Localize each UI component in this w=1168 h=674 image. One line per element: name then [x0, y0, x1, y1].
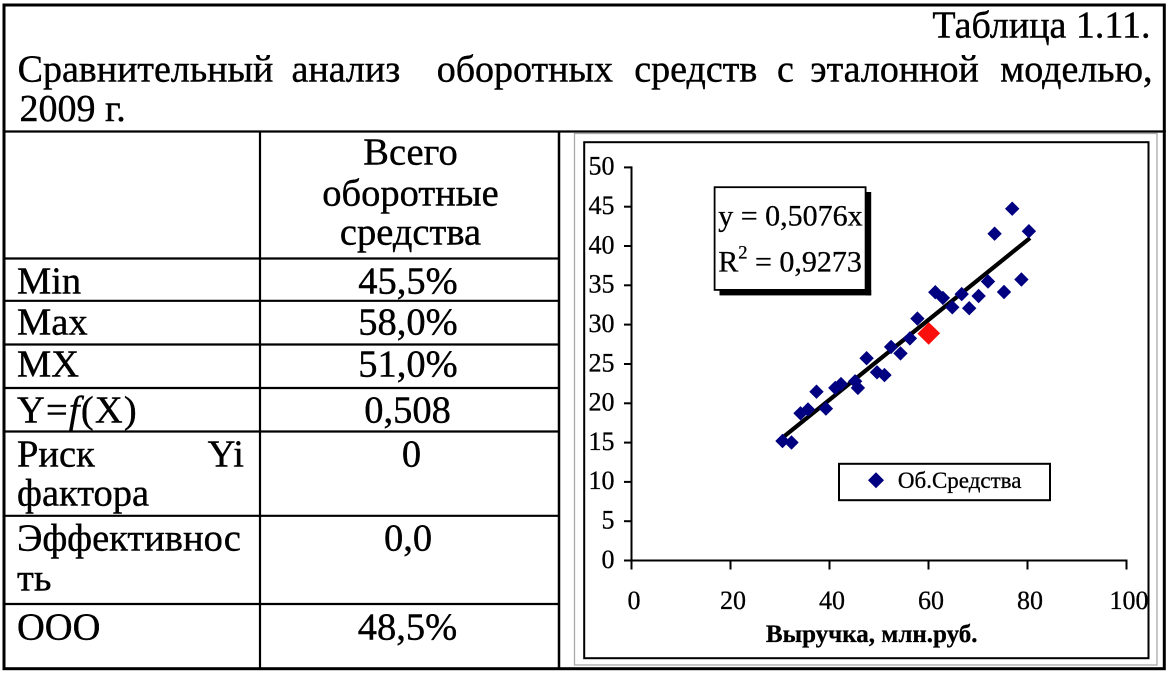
- svg-text:0: 0: [628, 586, 641, 615]
- svg-text:анализ: анализ: [292, 48, 401, 90]
- svg-text:35: 35: [589, 270, 615, 299]
- svg-text:Y=f(X): Y=f(X): [17, 390, 138, 432]
- svg-text:2009 г.: 2009 г.: [20, 88, 126, 130]
- svg-text:ть: ть: [17, 557, 51, 599]
- svg-text:60: 60: [918, 586, 944, 615]
- svg-text:Всего: Всего: [363, 131, 457, 173]
- svg-text:Min: Min: [17, 261, 81, 303]
- svg-text:0,0: 0,0: [384, 518, 432, 560]
- svg-text:58,0%: 58,0%: [358, 302, 457, 344]
- svg-text:оборотные: оборотные: [322, 173, 498, 215]
- svg-text:средств: средств: [634, 48, 757, 90]
- svg-text:ООО: ООО: [17, 607, 100, 649]
- svg-text:Max: Max: [17, 302, 88, 344]
- svg-text:фактора: фактора: [17, 472, 149, 514]
- svg-text:с: с: [777, 48, 794, 90]
- svg-text:80: 80: [1017, 586, 1043, 615]
- svg-text:y = 0,5076x: y = 0,5076x: [718, 200, 862, 233]
- svg-text:20: 20: [589, 388, 615, 417]
- svg-text:10: 10: [589, 466, 615, 495]
- svg-text:20: 20: [720, 586, 746, 615]
- svg-text:MX: MX: [17, 344, 79, 386]
- svg-text:Сравнительный: Сравнительный: [18, 48, 274, 90]
- svg-text:15: 15: [589, 427, 615, 456]
- svg-text:45: 45: [589, 191, 615, 220]
- svg-text:Об.Средства: Об.Средства: [898, 468, 1022, 493]
- svg-text:Yi: Yi: [208, 434, 244, 476]
- svg-text:средства: средства: [340, 212, 481, 254]
- svg-text:30: 30: [589, 309, 615, 338]
- svg-text:48,5%: 48,5%: [358, 607, 457, 649]
- svg-text:Эффективнос: Эффективнос: [17, 518, 241, 560]
- svg-text:Выручка, млн.руб.: Выручка, млн.руб.: [766, 621, 978, 648]
- svg-text:Риск: Риск: [17, 434, 95, 476]
- svg-text:0: 0: [602, 545, 615, 574]
- svg-text:0: 0: [402, 434, 421, 476]
- svg-text:40: 40: [819, 586, 845, 615]
- svg-text:50: 50: [589, 152, 615, 181]
- svg-text:оборотных: оборотных: [437, 48, 613, 90]
- svg-text:моделью,: моделью,: [1000, 48, 1152, 90]
- svg-text:45,5%: 45,5%: [358, 261, 457, 303]
- svg-text:Таблица 1.11.: Таблица 1.11.: [932, 4, 1150, 46]
- svg-text:40: 40: [589, 230, 615, 259]
- svg-text:5: 5: [602, 506, 615, 535]
- svg-text:эталонной: эталонной: [810, 48, 979, 90]
- svg-text:25: 25: [589, 348, 615, 377]
- svg-text:51,0%: 51,0%: [358, 344, 457, 386]
- svg-text:100: 100: [1110, 586, 1149, 615]
- svg-text:0,508: 0,508: [364, 390, 451, 432]
